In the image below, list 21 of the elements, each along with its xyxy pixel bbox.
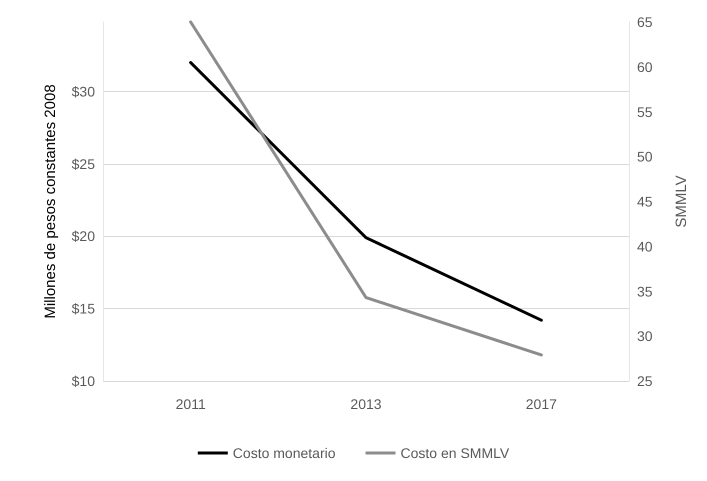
y-axis-title: Millones de pesos constantes 2008 (42, 84, 59, 319)
y2-tick-label: 45 (637, 194, 653, 210)
y2-tick-label: 40 (637, 238, 653, 254)
y2-tick-label: 25 (637, 373, 653, 389)
y2-tick-label: 50 (637, 148, 653, 165)
y-tick-label: $20 (72, 228, 96, 244)
x-tick-label: 2013 (350, 396, 382, 412)
y2-axis-title: SMMLV (673, 175, 690, 228)
y2-tick-label: 60 (637, 58, 653, 75)
y2-tick-label: 30 (637, 328, 653, 344)
x-tick-label: 2017 (526, 396, 558, 412)
legend-label: Costo en SMMLV (400, 445, 510, 461)
y-tick-label: $30 (72, 83, 96, 100)
y-tick-label: $25 (72, 156, 96, 172)
y2-tick-label: 35 (637, 283, 653, 300)
y-tick-label: $15 (72, 300, 96, 317)
x-tick-label: 2011 (176, 396, 206, 412)
y2-tick-label: 65 (637, 14, 653, 30)
legend-label: Costo monetario (232, 445, 336, 461)
y2-tick-label: 55 (637, 104, 653, 120)
y-tick-label: $10 (72, 373, 96, 389)
